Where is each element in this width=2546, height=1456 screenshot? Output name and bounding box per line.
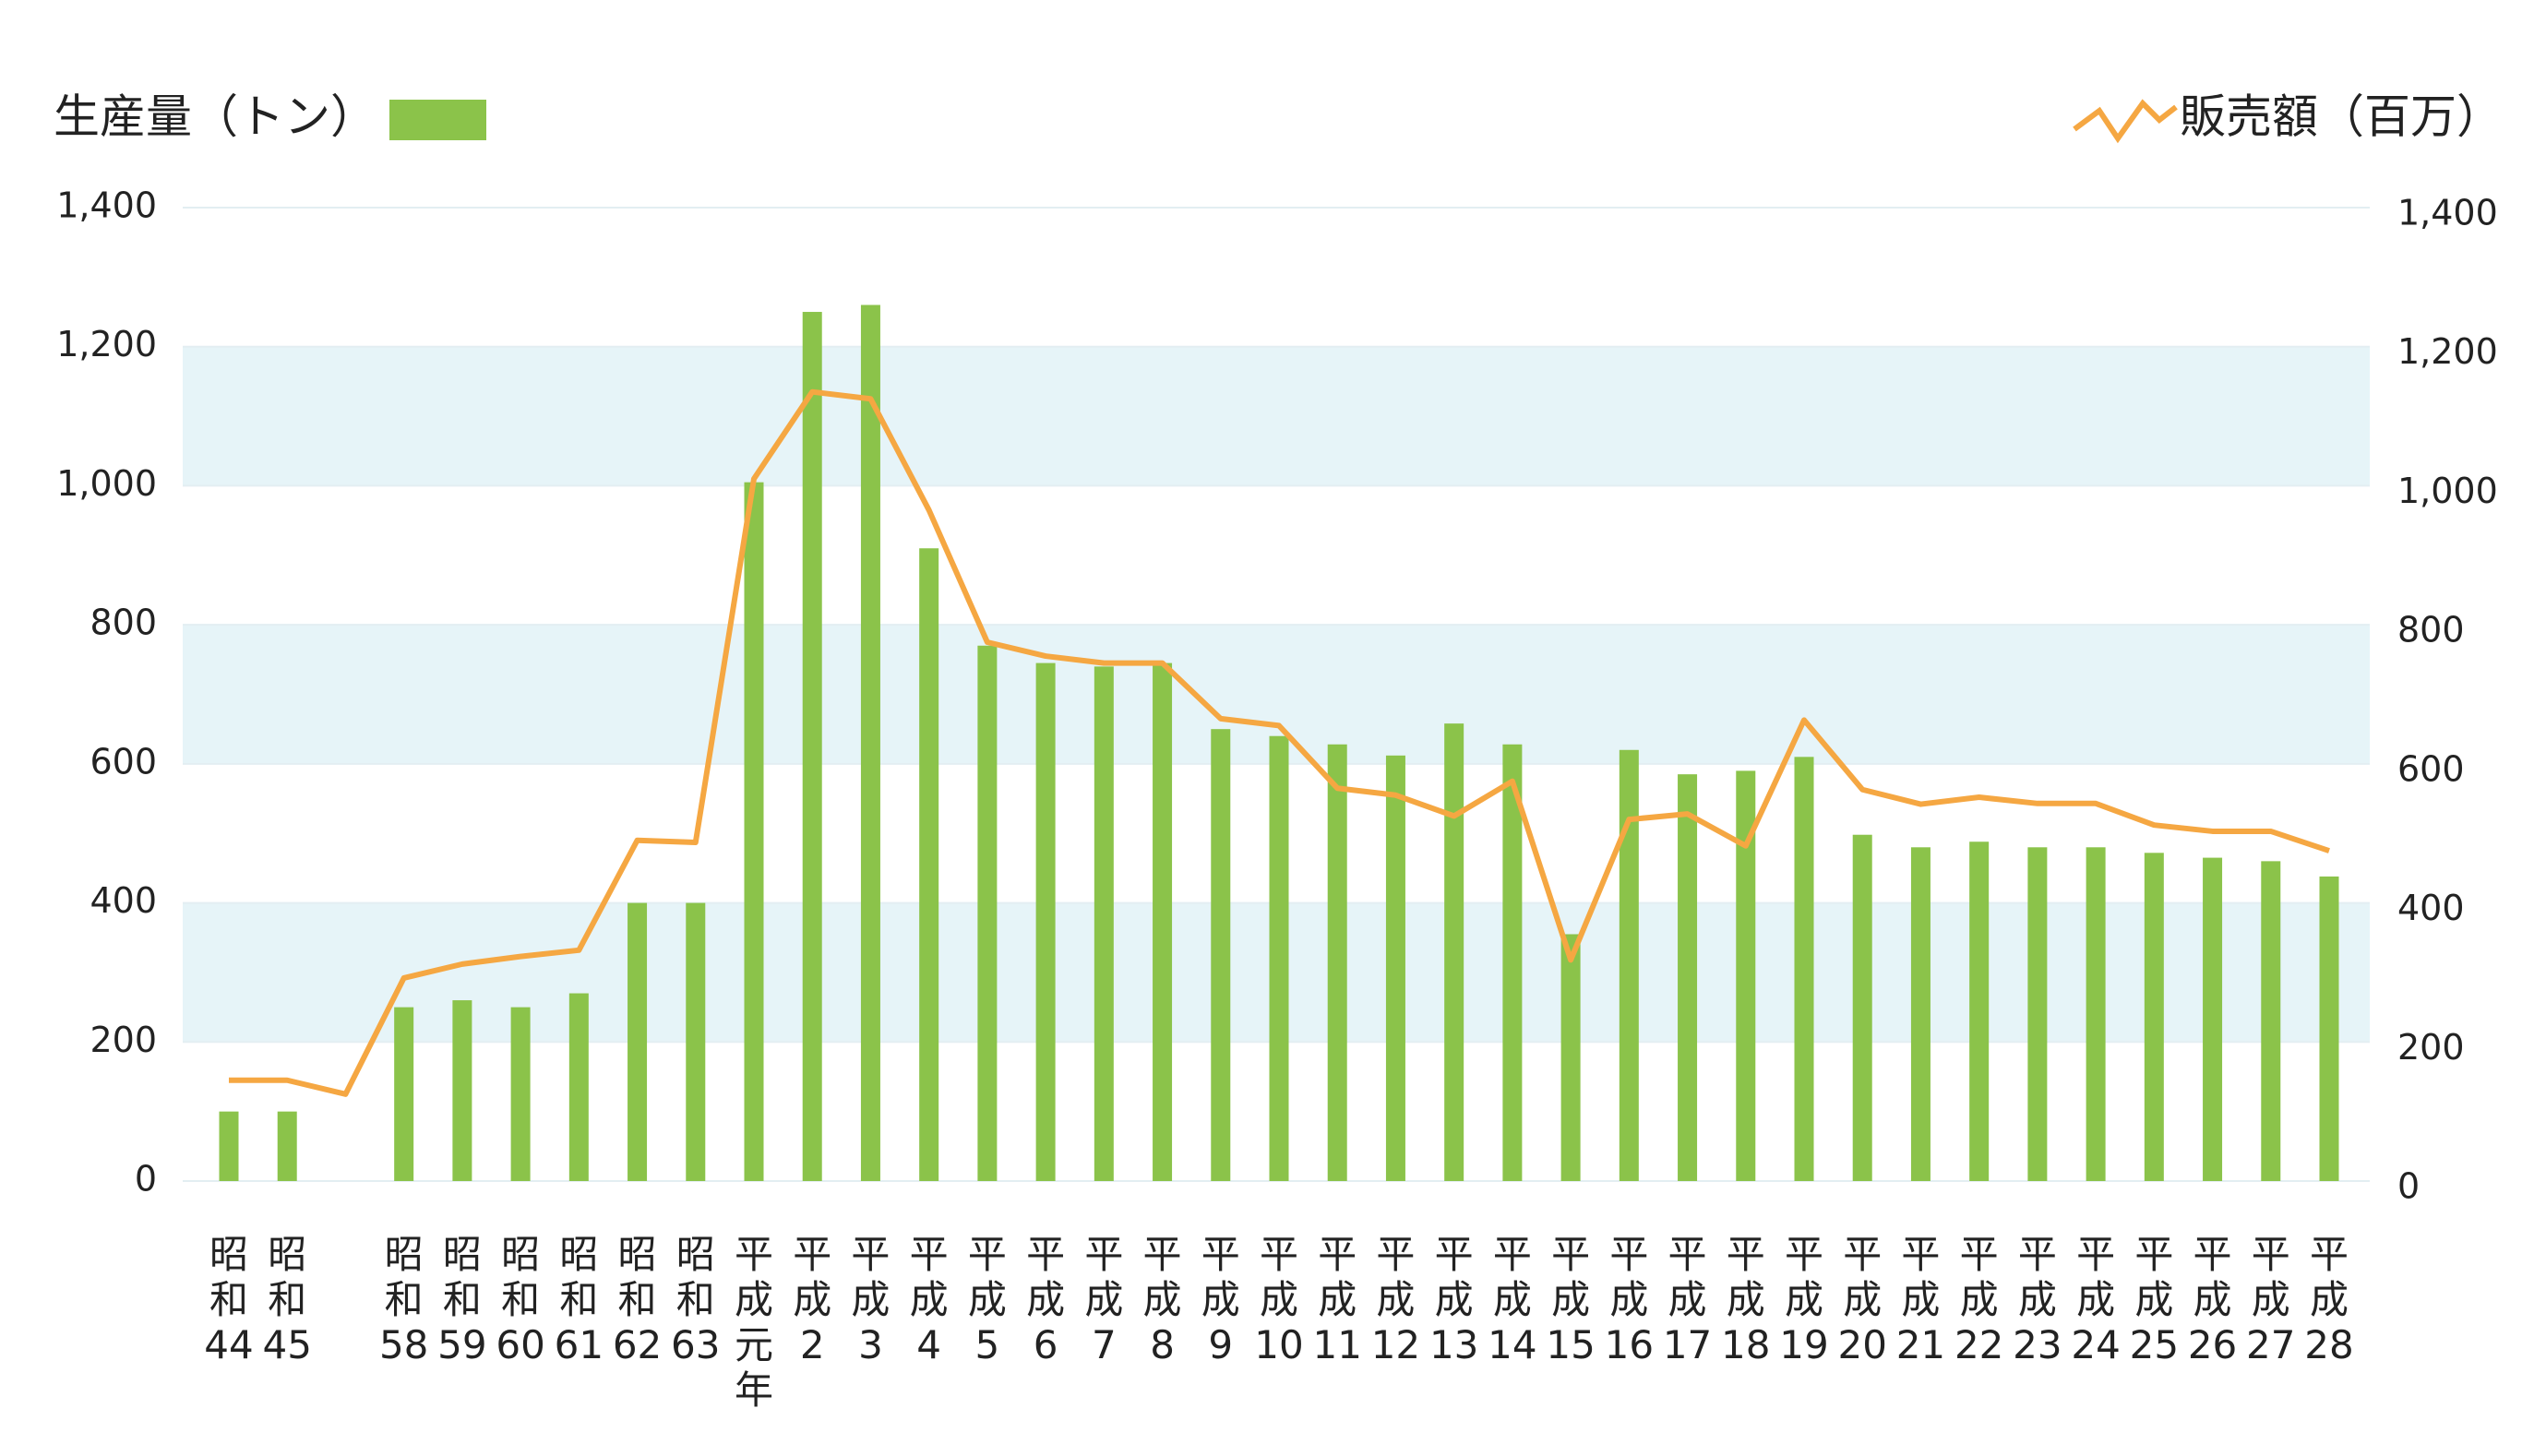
x-tick-label: 平成 26 (2188, 1232, 2237, 1367)
x-tick-label: 平成 2 (793, 1232, 831, 1367)
bar (1619, 749, 1639, 1181)
x-tick-label: 平成 5 (968, 1232, 1007, 1367)
x-tick-label: 平成 11 (1312, 1232, 1361, 1367)
y-tick-label: 0 (135, 1159, 157, 1199)
bar (860, 304, 880, 1181)
x-tick-label: 昭和 61 (555, 1232, 604, 1367)
bar (219, 1111, 239, 1181)
bar (1385, 755, 1405, 1181)
bar (2086, 847, 2106, 1181)
bar (1035, 662, 1056, 1181)
bar (1269, 735, 1289, 1181)
bar (1444, 723, 1464, 1181)
bar (452, 1000, 472, 1181)
y2-tick-label: 800 (2397, 610, 2465, 650)
legend-swatch (389, 100, 486, 140)
bar (1794, 757, 1814, 1181)
bar (1852, 834, 1872, 1181)
y-tick-label: 1,000 (56, 463, 157, 504)
bar (2203, 857, 2223, 1181)
y-tick-label: 600 (90, 741, 157, 782)
bar (628, 902, 648, 1181)
x-tick-label: 昭和 62 (613, 1232, 662, 1367)
legend-label: 生産量（トン） (54, 90, 377, 144)
y2-tick-label: 400 (2397, 888, 2465, 928)
bar (1327, 744, 1347, 1181)
bar (744, 482, 764, 1181)
y2-tick-label: 0 (2397, 1166, 2420, 1207)
y2-tick-label: 200 (2397, 1027, 2465, 1068)
bar (1502, 744, 1523, 1181)
x-tick-label: 平成 16 (1605, 1232, 1654, 1367)
bar (2144, 853, 2164, 1181)
x-tick-label: 平成 18 (1721, 1232, 1770, 1367)
bar (2261, 861, 2281, 1181)
bar (1211, 729, 1231, 1181)
x-tick-label: 昭和 44 (204, 1232, 253, 1367)
x-tick-label: 平成 25 (2130, 1232, 2179, 1367)
band (183, 346, 2370, 486)
bar (1094, 666, 1114, 1181)
bar (568, 993, 589, 1181)
x-tick-label: 平成 19 (1779, 1232, 1828, 1367)
y2-tick-label: 1,400 (2397, 193, 2498, 233)
x-tick-label: 昭和 60 (496, 1232, 544, 1367)
y2-tick-label: 600 (2397, 748, 2465, 789)
bar (1153, 662, 1173, 1181)
x-tick-label: 昭和 63 (671, 1232, 720, 1367)
x-tick-label: 平成 10 (1254, 1232, 1303, 1367)
x-tick-label: 平成 7 (1084, 1232, 1123, 1367)
x-tick-label: 平成 21 (1896, 1232, 1945, 1367)
x-tick-label: 平成 24 (2071, 1232, 2120, 1367)
bar (2027, 847, 2048, 1181)
bar (1560, 934, 1581, 1181)
bar (1678, 774, 1698, 1181)
x-tick-label: 平成 3 (851, 1232, 890, 1367)
y-tick-label: 800 (90, 603, 157, 643)
bar (1969, 841, 1990, 1181)
y-tick-label: 200 (90, 1020, 157, 1060)
bar (686, 902, 706, 1181)
bar (2319, 876, 2339, 1181)
x-tick-label: 昭和 58 (379, 1232, 428, 1367)
bar (510, 1007, 531, 1181)
bar (1736, 770, 1756, 1181)
y2-tick-label: 1,000 (2397, 471, 2498, 511)
y2-tick-label: 1,200 (2397, 331, 2498, 372)
x-tick-label: 昭和 45 (262, 1232, 311, 1367)
bar (977, 645, 998, 1181)
legend-swatch (2073, 99, 2178, 144)
x-tick-label: 平成 8 (1143, 1232, 1182, 1367)
x-tick-label: 平成 12 (1371, 1232, 1420, 1367)
x-tick-label: 平成 27 (2246, 1232, 2295, 1367)
y-tick-label: 400 (90, 880, 157, 921)
x-tick-label: 昭和 59 (437, 1232, 486, 1367)
y-tick-label: 1,400 (56, 185, 157, 226)
x-tick-label: 平成 17 (1663, 1232, 1712, 1367)
x-tick-label: 平成 28 (2304, 1232, 2353, 1367)
x-tick-label: 平成 15 (1546, 1232, 1595, 1367)
y-tick-label: 1,200 (56, 324, 157, 364)
x-tick-label: 平成 14 (1488, 1232, 1536, 1367)
bar (919, 548, 939, 1181)
x-tick-label: 平成 20 (1837, 1232, 1886, 1367)
x-tick-label: 平成 9 (1201, 1232, 1240, 1367)
x-tick-label: 平成 6 (1026, 1232, 1065, 1367)
bar (394, 1007, 414, 1181)
x-tick-label: 平成 23 (2013, 1232, 2062, 1367)
bar (802, 312, 822, 1181)
x-tick-label: 平成 13 (1429, 1232, 1478, 1367)
x-tick-label: 平成 22 (1954, 1232, 2003, 1367)
bar (277, 1111, 297, 1181)
x-tick-label: 平成 4 (910, 1232, 949, 1367)
legend-label: 販売額（百万） (2180, 90, 2503, 144)
line (229, 388, 2330, 1097)
x-tick-label: 平成元年 (735, 1232, 773, 1413)
bar (1910, 847, 1930, 1181)
